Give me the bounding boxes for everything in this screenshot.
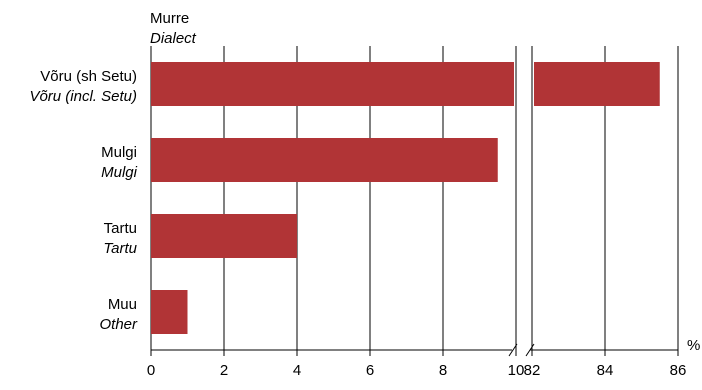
- tick-label-left-0: 0: [147, 362, 155, 379]
- tick-label-left-2: 4: [293, 362, 301, 379]
- tick-label-left-4: 8: [439, 362, 447, 379]
- category-label-2: Tartu: [104, 220, 137, 237]
- category-label-en-2: Tartu: [103, 240, 137, 257]
- category-label-1: Mulgi: [101, 144, 137, 161]
- bar-2: [151, 214, 297, 258]
- category-label-3: Muu: [108, 296, 137, 313]
- axis-title: Murre: [150, 10, 189, 27]
- axis-break-mark-right: [525, 343, 535, 357]
- bar-1: [151, 138, 498, 182]
- category-labels: Võru (sh Setu) Võru (incl. Setu) Mulgi Mulg…: [29, 68, 138, 333]
- unit-label: %: [687, 337, 700, 354]
- category-label-en-0: Võru (incl. Setu): [29, 88, 137, 105]
- bar-3: [151, 290, 188, 334]
- axis-title-en: Dialect: [150, 30, 197, 47]
- category-label-en-1: Mulgi: [101, 164, 138, 181]
- bar-0-continued: [534, 62, 660, 106]
- tick-label-left-1: 2: [220, 362, 228, 379]
- bar-0: [151, 62, 514, 106]
- tick-label-right-1: 84: [597, 362, 614, 379]
- tick-label-left-5: 10: [508, 362, 525, 379]
- category-label-en-3: Other: [99, 316, 138, 333]
- tick-label-left-3: 6: [366, 362, 374, 379]
- bars: [151, 62, 660, 334]
- tick-label-right-0: 82: [524, 362, 541, 379]
- axis-break-mark-left: [508, 343, 518, 357]
- tick-label-right-2: 86: [670, 362, 687, 379]
- category-label-0: Võru (sh Setu): [40, 68, 137, 85]
- x-axis: 0 2 4 6 8 10 82 84 86: [147, 343, 687, 379]
